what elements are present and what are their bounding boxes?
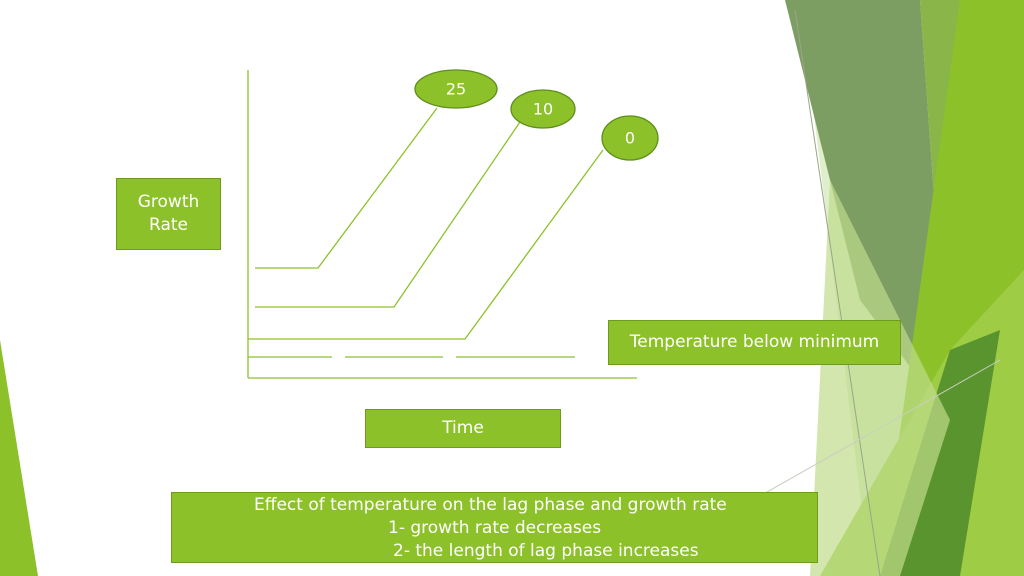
curve-10 [255,121,521,308]
deco-thin-line [794,9,881,576]
caption-line-2: 1- growth rate decreases [388,518,602,538]
curve-0 [248,149,604,340]
deco-facet-pale [810,180,950,576]
y-axis-label-line-2: Rate [149,215,188,235]
deco-facet-left [0,340,38,576]
temperature-label-0: 0 [601,115,659,161]
x-axis-label-box: Time [365,409,561,448]
curve-25 [255,107,438,269]
deco-facet-gray [785,0,950,420]
temperature-label-0-text: 0 [625,129,635,148]
temperature-label-25-text: 25 [446,80,466,99]
caption-box: Effect of temperature on the lag phase a… [171,492,818,563]
temperature-label-10: 10 [510,89,576,129]
y-axis-label-line-1: Growth [137,192,200,212]
temperature-below-minimum-box: Temperature below minimum [608,320,901,365]
temperature-below-minimum-label: Temperature below minimum [629,332,880,352]
temperature-label-25: 25 [414,69,498,109]
temperature-label-10-text: 10 [533,100,553,119]
caption-line-1: Effect of temperature on the lag phase a… [254,495,727,515]
y-axis-label-box: Growth Rate [116,178,221,250]
x-axis-label: Time [442,418,484,438]
caption-line-3: 2- the length of lag phase increases [393,541,699,561]
